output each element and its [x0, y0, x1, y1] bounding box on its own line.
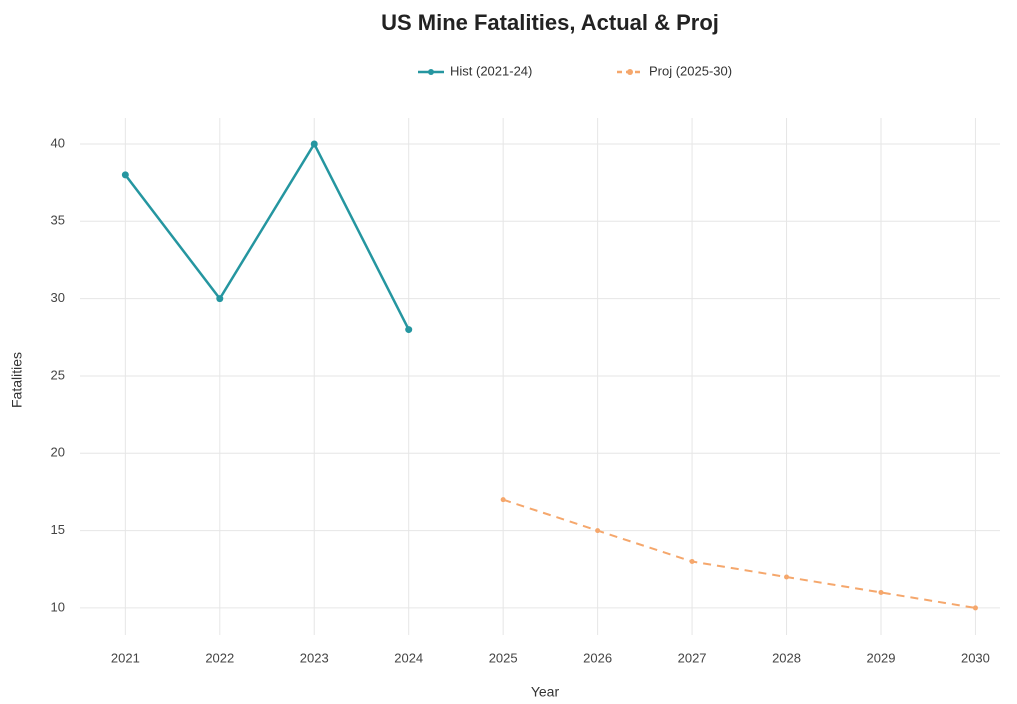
data-point [595, 528, 601, 534]
x-tick-label: 2023 [300, 650, 329, 665]
data-point [878, 589, 884, 595]
legend-label: Proj (2025-30) [649, 63, 732, 78]
chart-title: US Mine Fatalities, Actual & Proj [381, 10, 719, 35]
legend-marker [627, 69, 633, 75]
y-tick-label: 35 [51, 213, 65, 228]
y-tick-label: 25 [51, 367, 65, 382]
x-tick-label: 2030 [961, 650, 990, 665]
data-point [121, 171, 129, 179]
x-tick-label: 2027 [678, 650, 707, 665]
y-tick-label: 20 [51, 445, 65, 460]
series-line [124, 141, 410, 331]
data-point [216, 295, 224, 303]
y-tick-label: 40 [51, 135, 65, 150]
x-tick-label: 2022 [205, 650, 234, 665]
y-tick-label: 10 [51, 599, 65, 614]
legend-marker [428, 69, 434, 75]
data-point [500, 497, 506, 503]
series-line [502, 498, 976, 609]
x-tick-label: 2028 [772, 650, 801, 665]
x-tick-label: 2024 [394, 650, 423, 665]
x-tick-label: 2021 [111, 650, 140, 665]
data-point [784, 574, 790, 580]
data-point [405, 326, 413, 334]
data-point [972, 605, 978, 611]
x-tick-label: 2025 [489, 650, 518, 665]
data-point [689, 559, 695, 565]
y-tick-label: 15 [51, 522, 65, 537]
data-point [310, 140, 318, 148]
x-tick-label: 2026 [583, 650, 612, 665]
x-axis-label: Year [531, 684, 560, 700]
legend-label: Hist (2021-24) [450, 63, 532, 78]
y-axis-label: Fatalities [9, 352, 25, 408]
y-tick-label: 30 [51, 290, 65, 305]
x-tick-label: 2029 [867, 650, 896, 665]
